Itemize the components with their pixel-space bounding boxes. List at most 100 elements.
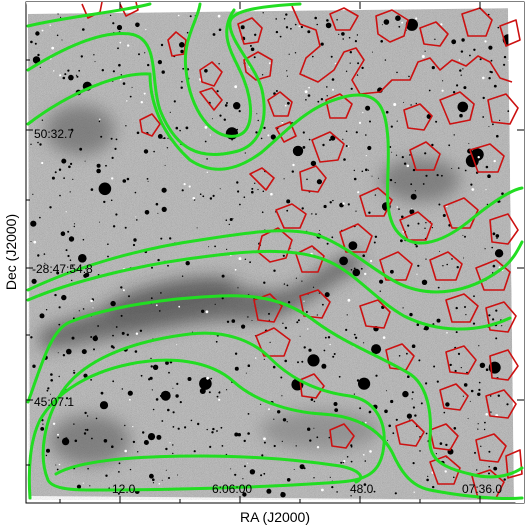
red-contour <box>471 469 505 499</box>
star <box>37 254 40 257</box>
star <box>410 183 413 186</box>
y-axis-title: Dec (J2000) <box>3 214 19 290</box>
star <box>161 420 164 422</box>
star <box>58 306 61 309</box>
star <box>479 58 482 61</box>
red-contour <box>489 349 519 381</box>
star <box>297 361 299 364</box>
star <box>421 279 428 285</box>
star <box>324 292 330 298</box>
bright-pixel <box>493 159 496 163</box>
star <box>361 66 364 70</box>
bright-pixel <box>342 202 345 205</box>
star <box>157 212 159 214</box>
star <box>98 120 101 123</box>
star <box>251 187 254 190</box>
star <box>364 460 367 462</box>
red-contour <box>439 91 475 125</box>
star <box>313 477 315 479</box>
star <box>266 488 272 494</box>
bright-pixel <box>396 206 398 208</box>
star <box>199 193 202 195</box>
star <box>353 169 355 172</box>
star <box>84 429 87 431</box>
bright-pixel <box>82 482 84 484</box>
red-contour <box>167 31 187 57</box>
red-contour <box>139 113 161 137</box>
star <box>488 450 491 453</box>
star <box>212 194 215 197</box>
star <box>159 394 163 398</box>
star <box>487 174 491 178</box>
bright-pixel <box>65 211 67 213</box>
star <box>326 86 328 88</box>
star <box>469 54 471 57</box>
star <box>431 227 433 229</box>
star <box>398 208 400 210</box>
star <box>216 90 219 93</box>
star <box>165 469 167 471</box>
star <box>120 74 123 76</box>
star <box>284 326 288 330</box>
star <box>411 391 414 394</box>
star <box>254 182 256 184</box>
star <box>82 238 85 241</box>
star <box>272 365 276 369</box>
star <box>62 354 66 357</box>
star <box>330 55 333 58</box>
star <box>457 352 461 355</box>
star <box>386 390 387 392</box>
star <box>156 434 162 440</box>
star <box>315 213 317 215</box>
bright-pixel <box>365 155 367 157</box>
star <box>187 377 192 381</box>
star <box>307 94 311 97</box>
star <box>285 13 288 16</box>
star <box>385 110 389 114</box>
star <box>275 18 278 20</box>
star <box>299 335 301 337</box>
star <box>127 390 133 396</box>
star <box>196 227 198 229</box>
star <box>425 174 428 177</box>
bright-pixel <box>127 44 130 47</box>
star <box>247 432 250 435</box>
star <box>446 263 449 266</box>
star <box>219 188 221 190</box>
green-contour-mid-upper <box>26 229 524 294</box>
star <box>234 366 239 371</box>
bright-pixel <box>204 126 208 129</box>
star <box>67 254 70 258</box>
star <box>82 28 85 31</box>
star <box>464 169 467 172</box>
star <box>261 454 264 457</box>
star <box>424 152 427 155</box>
star <box>56 468 59 471</box>
red-contour <box>249 167 275 191</box>
star <box>147 433 156 441</box>
bright-pixel <box>308 86 310 89</box>
star <box>179 401 182 404</box>
star <box>329 139 331 141</box>
star <box>350 445 353 448</box>
red-contour <box>267 91 293 117</box>
star <box>55 464 57 466</box>
star <box>86 415 89 417</box>
star <box>316 23 319 26</box>
star <box>436 174 439 177</box>
star <box>97 325 99 327</box>
star <box>81 349 87 355</box>
star <box>329 476 331 478</box>
star <box>425 432 428 435</box>
star <box>58 375 60 378</box>
star <box>43 253 46 255</box>
star <box>374 194 377 196</box>
star <box>80 55 84 58</box>
star <box>281 395 283 397</box>
star <box>199 377 212 390</box>
star <box>231 138 233 141</box>
star <box>261 211 264 213</box>
star <box>147 180 149 182</box>
star <box>441 174 443 177</box>
star <box>249 261 252 264</box>
